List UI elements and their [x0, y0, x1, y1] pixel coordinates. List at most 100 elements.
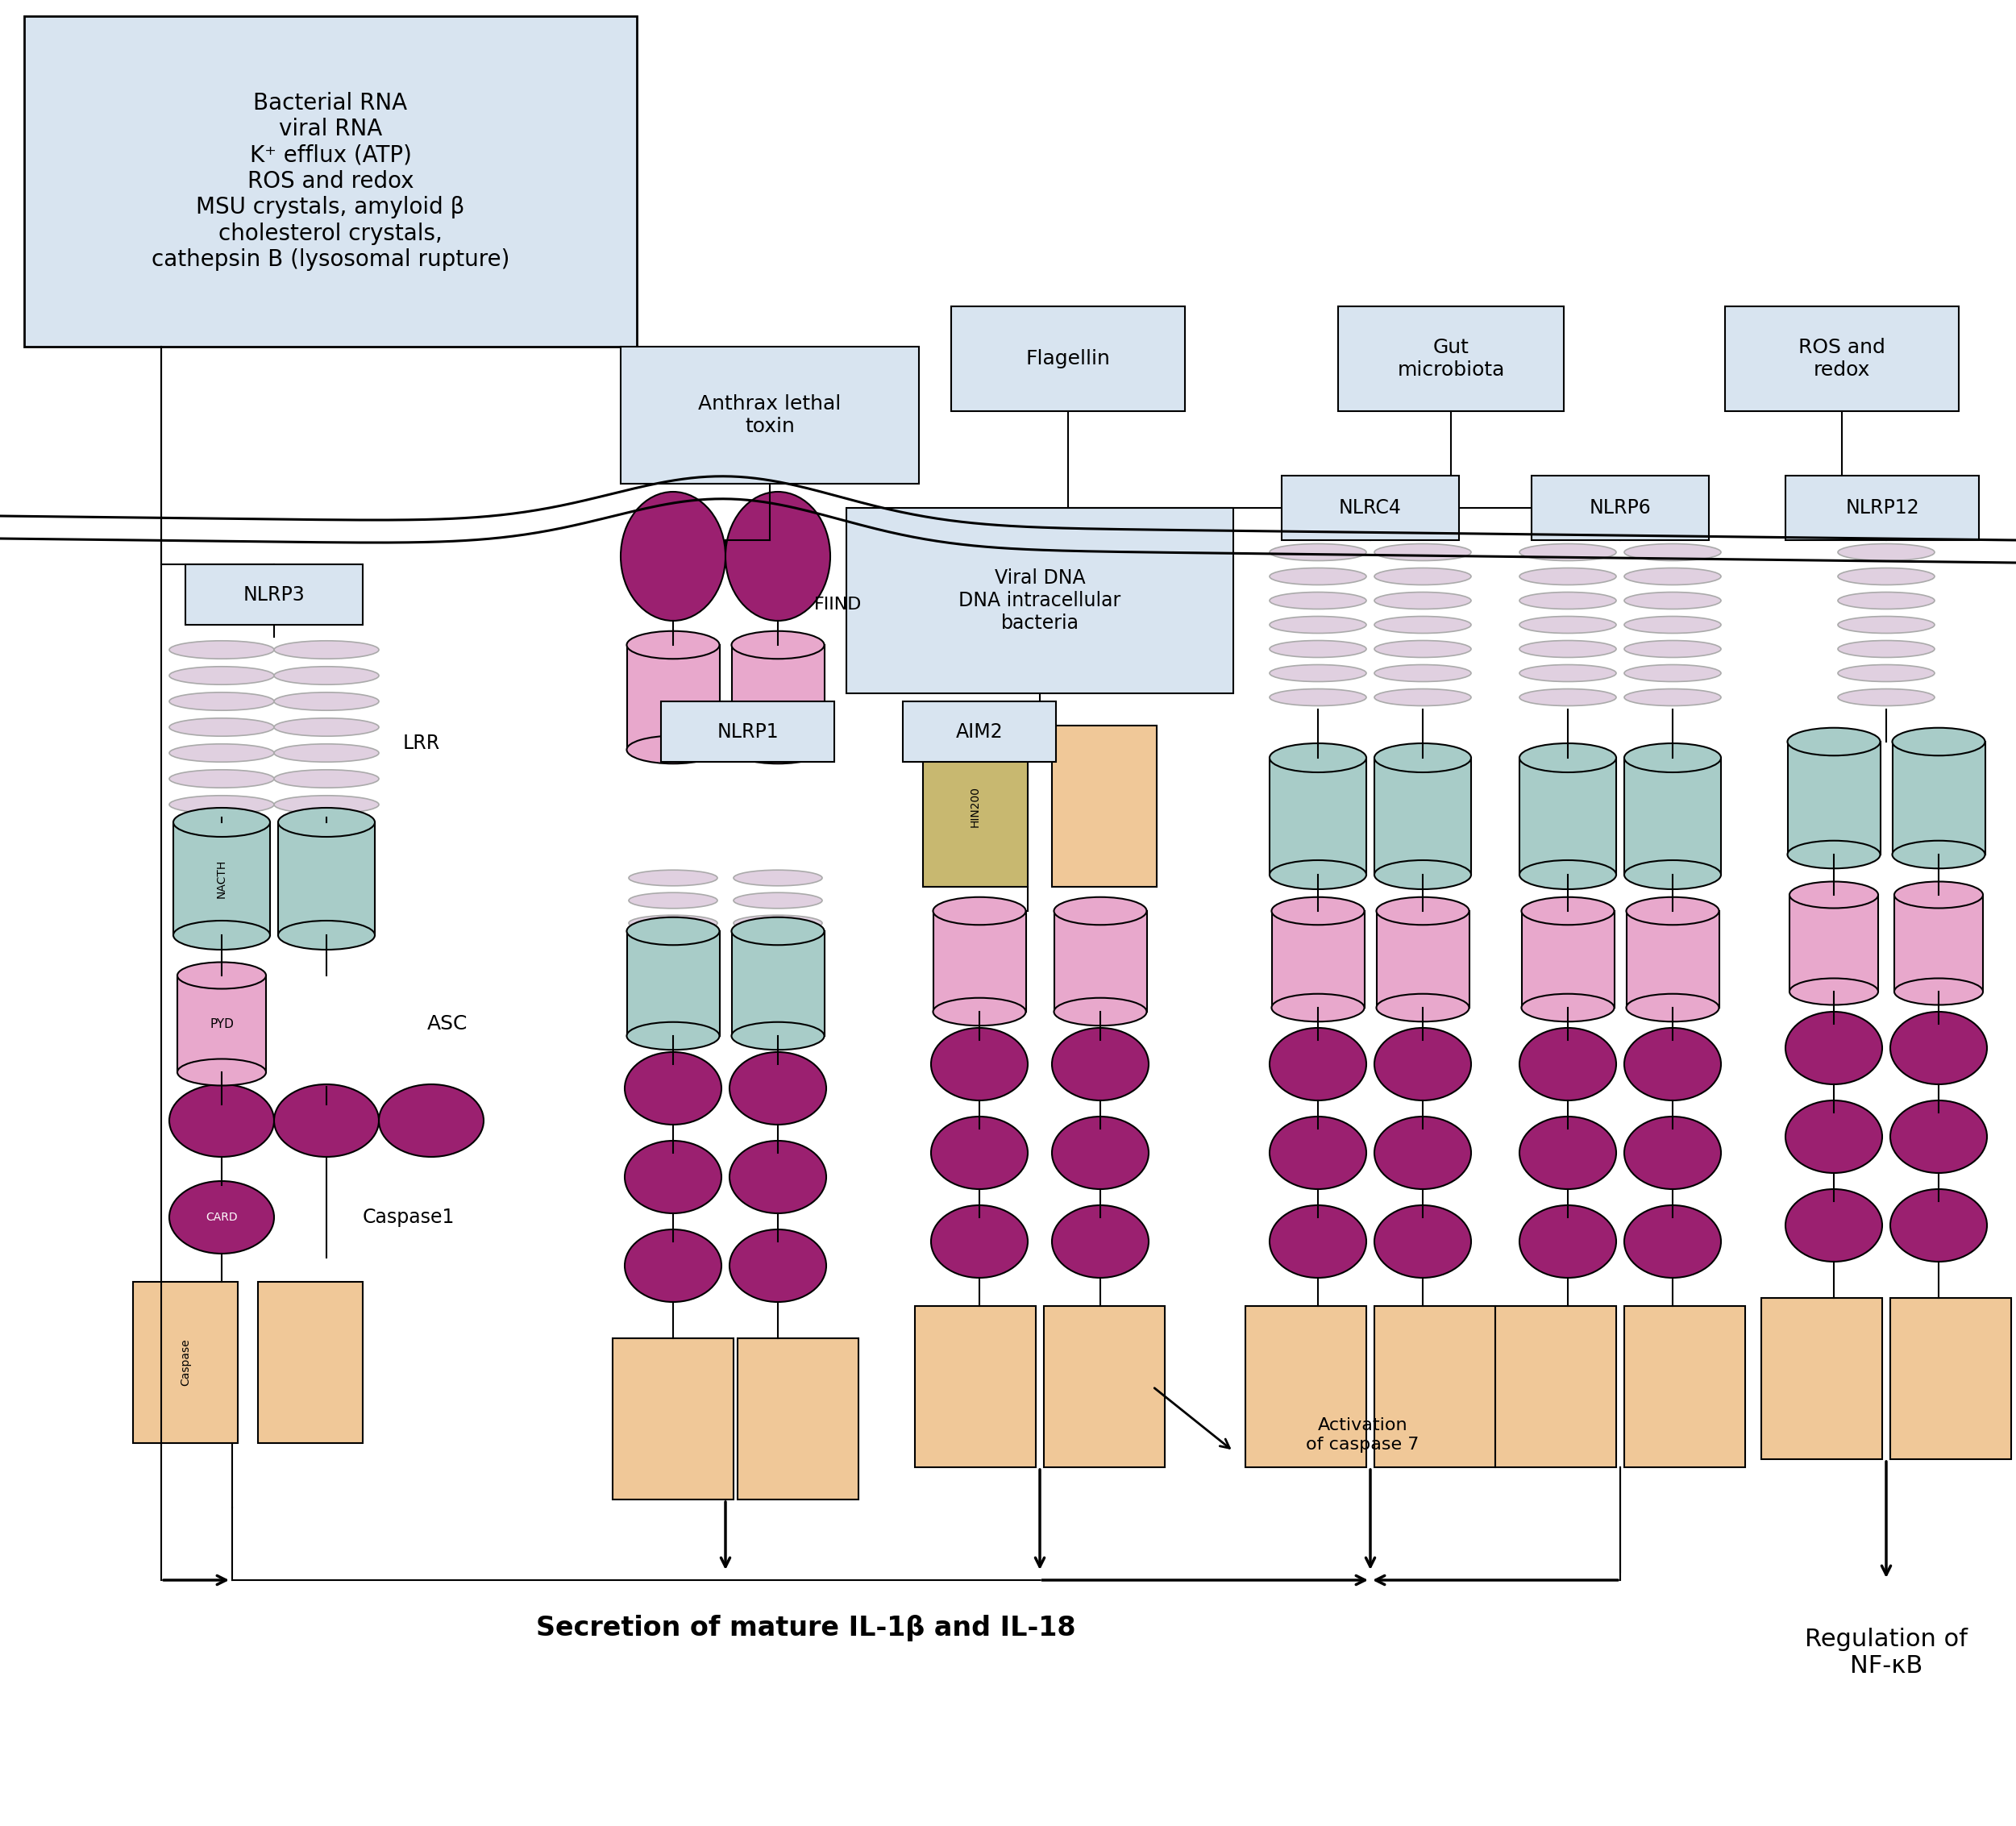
Ellipse shape — [1375, 568, 1472, 584]
Ellipse shape — [734, 960, 823, 977]
Bar — [1375, 1306, 1496, 1468]
Ellipse shape — [730, 1052, 827, 1125]
Ellipse shape — [1891, 1101, 1988, 1172]
Bar — [923, 725, 1028, 887]
Ellipse shape — [1522, 993, 1615, 1021]
Text: Anthrax lethal
toxin: Anthrax lethal toxin — [698, 394, 841, 436]
Ellipse shape — [1377, 993, 1470, 1021]
Ellipse shape — [1375, 1116, 1472, 1189]
Ellipse shape — [274, 641, 379, 659]
Text: NLRP12: NLRP12 — [1845, 498, 1919, 517]
Ellipse shape — [1272, 993, 1365, 1021]
Ellipse shape — [1891, 1189, 1988, 1262]
Text: Secretion of mature IL-1β and IL-18: Secretion of mature IL-1β and IL-18 — [536, 1616, 1077, 1642]
Ellipse shape — [169, 1085, 274, 1158]
Ellipse shape — [177, 1059, 266, 1085]
Ellipse shape — [274, 771, 379, 787]
Bar — [661, 701, 835, 761]
Bar — [1625, 1306, 1746, 1468]
Text: LRR: LRR — [403, 734, 439, 752]
Ellipse shape — [732, 736, 825, 763]
Bar — [738, 1338, 859, 1499]
Ellipse shape — [1052, 1028, 1149, 1101]
Ellipse shape — [274, 718, 379, 736]
Ellipse shape — [933, 897, 1026, 926]
Bar — [1375, 758, 1472, 875]
Ellipse shape — [625, 1141, 722, 1212]
Ellipse shape — [169, 743, 274, 761]
Ellipse shape — [629, 869, 718, 886]
Ellipse shape — [627, 917, 720, 946]
Ellipse shape — [1375, 743, 1472, 772]
Bar — [1893, 741, 1986, 855]
Ellipse shape — [1520, 743, 1617, 772]
Ellipse shape — [1375, 688, 1472, 707]
Ellipse shape — [169, 771, 274, 787]
Ellipse shape — [734, 869, 823, 886]
Bar — [627, 645, 720, 750]
Ellipse shape — [1893, 729, 1986, 756]
Text: NACTH: NACTH — [216, 860, 228, 898]
Bar — [1790, 895, 1879, 992]
Ellipse shape — [278, 807, 375, 836]
Bar — [732, 931, 825, 1035]
Bar — [847, 508, 1234, 694]
Ellipse shape — [1625, 665, 1722, 681]
Ellipse shape — [1270, 1205, 1367, 1278]
Ellipse shape — [274, 666, 379, 685]
Ellipse shape — [1270, 1116, 1367, 1189]
Ellipse shape — [1839, 568, 1935, 584]
Ellipse shape — [379, 1085, 484, 1158]
Ellipse shape — [931, 1205, 1028, 1278]
Text: NLRP1: NLRP1 — [718, 721, 778, 741]
Ellipse shape — [734, 939, 823, 953]
Ellipse shape — [1895, 979, 1984, 1004]
Ellipse shape — [1625, 641, 1722, 657]
Ellipse shape — [1625, 743, 1722, 772]
Ellipse shape — [173, 920, 270, 950]
Text: NLRP6: NLRP6 — [1589, 498, 1651, 517]
Ellipse shape — [629, 915, 718, 931]
Bar — [1520, 758, 1617, 875]
Ellipse shape — [169, 718, 274, 736]
Text: Caspase: Caspase — [179, 1338, 192, 1386]
Bar — [177, 975, 266, 1072]
Bar — [915, 1306, 1036, 1468]
Text: Viral DNA
DNA intracellular
bacteria: Viral DNA DNA intracellular bacteria — [960, 568, 1121, 632]
Text: HIN200: HIN200 — [970, 785, 982, 827]
Ellipse shape — [1839, 688, 1935, 707]
Ellipse shape — [1270, 641, 1367, 657]
Ellipse shape — [1625, 1205, 1722, 1278]
Ellipse shape — [1520, 688, 1617, 707]
Ellipse shape — [732, 1023, 825, 1050]
Text: FIIND: FIIND — [814, 597, 863, 614]
Ellipse shape — [1891, 1012, 1988, 1085]
Ellipse shape — [931, 1116, 1028, 1189]
Ellipse shape — [173, 807, 270, 836]
Bar — [1891, 1298, 2012, 1459]
Ellipse shape — [1054, 997, 1147, 1026]
Bar — [1788, 741, 1881, 855]
Ellipse shape — [1270, 743, 1367, 772]
Bar — [278, 822, 375, 935]
Ellipse shape — [1375, 592, 1472, 610]
Bar — [1786, 475, 1980, 540]
Ellipse shape — [1627, 993, 1720, 1021]
Ellipse shape — [1520, 1028, 1617, 1101]
Bar — [1246, 1306, 1367, 1468]
Ellipse shape — [1788, 729, 1881, 756]
Ellipse shape — [274, 796, 379, 814]
Ellipse shape — [1625, 1028, 1722, 1101]
Ellipse shape — [1625, 1116, 1722, 1189]
Bar — [903, 701, 1056, 761]
Ellipse shape — [1625, 688, 1722, 707]
Ellipse shape — [1377, 897, 1470, 926]
Ellipse shape — [1272, 897, 1365, 926]
Bar — [173, 822, 270, 935]
Ellipse shape — [1788, 840, 1881, 869]
Ellipse shape — [730, 1141, 827, 1212]
Ellipse shape — [734, 893, 823, 908]
Bar — [613, 1338, 734, 1499]
Ellipse shape — [726, 491, 831, 621]
Ellipse shape — [629, 960, 718, 977]
